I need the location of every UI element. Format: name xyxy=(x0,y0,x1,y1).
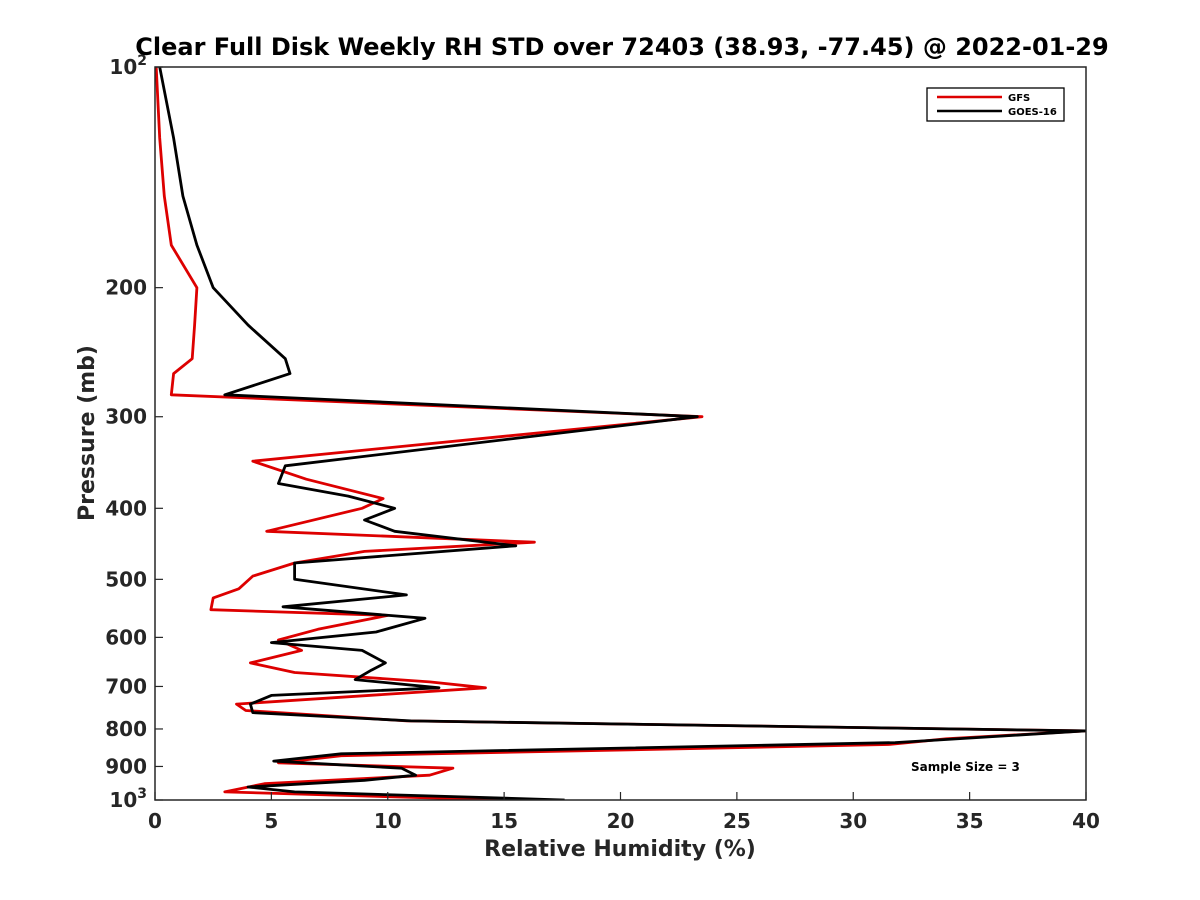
y-tick-label: 600 xyxy=(105,625,147,649)
y-tick-label: 102 xyxy=(109,53,147,79)
legend: GFS GOES-16 xyxy=(926,87,1065,122)
series-layer xyxy=(155,67,1086,800)
legend-label-gfs: GFS xyxy=(1008,93,1030,104)
x-tick-label: 20 xyxy=(607,809,635,833)
y-tick-label: 900 xyxy=(105,754,147,778)
legend-box xyxy=(926,87,1065,122)
y-axis-label: Pressure (mb) xyxy=(75,345,100,521)
y-tick-label: 700 xyxy=(105,674,147,698)
chart-title: Clear Full Disk Weekly RH STD over 72403… xyxy=(135,33,1108,61)
x-axis: 0 5 10 15 20 25 30 35 40 xyxy=(148,792,1100,833)
x-tick-label: 0 xyxy=(148,809,162,833)
x-tick-label: 15 xyxy=(490,809,518,833)
x-tick-label: 25 xyxy=(723,809,751,833)
x-tick-label: 5 xyxy=(264,809,278,833)
x-tick-label: 35 xyxy=(956,809,984,833)
y-tick-label: 500 xyxy=(105,567,147,591)
legend-label-goes16: GOES-16 xyxy=(1008,107,1057,118)
y-tick-label: 800 xyxy=(105,717,147,741)
y-tick-label: 400 xyxy=(105,496,147,520)
x-tick-label: 40 xyxy=(1072,809,1100,833)
y-tick-label: 300 xyxy=(105,405,147,429)
series-line-goes16 xyxy=(158,67,1086,800)
y-tick-label: 200 xyxy=(105,276,147,300)
sample-size-annotation: Sample Size = 3 xyxy=(911,760,1020,774)
x-tick-label: 10 xyxy=(374,809,402,833)
x-tick-label: 30 xyxy=(839,809,867,833)
series-line-gfs xyxy=(155,67,1086,800)
x-axis-label: Relative Humidity (%) xyxy=(484,837,756,862)
